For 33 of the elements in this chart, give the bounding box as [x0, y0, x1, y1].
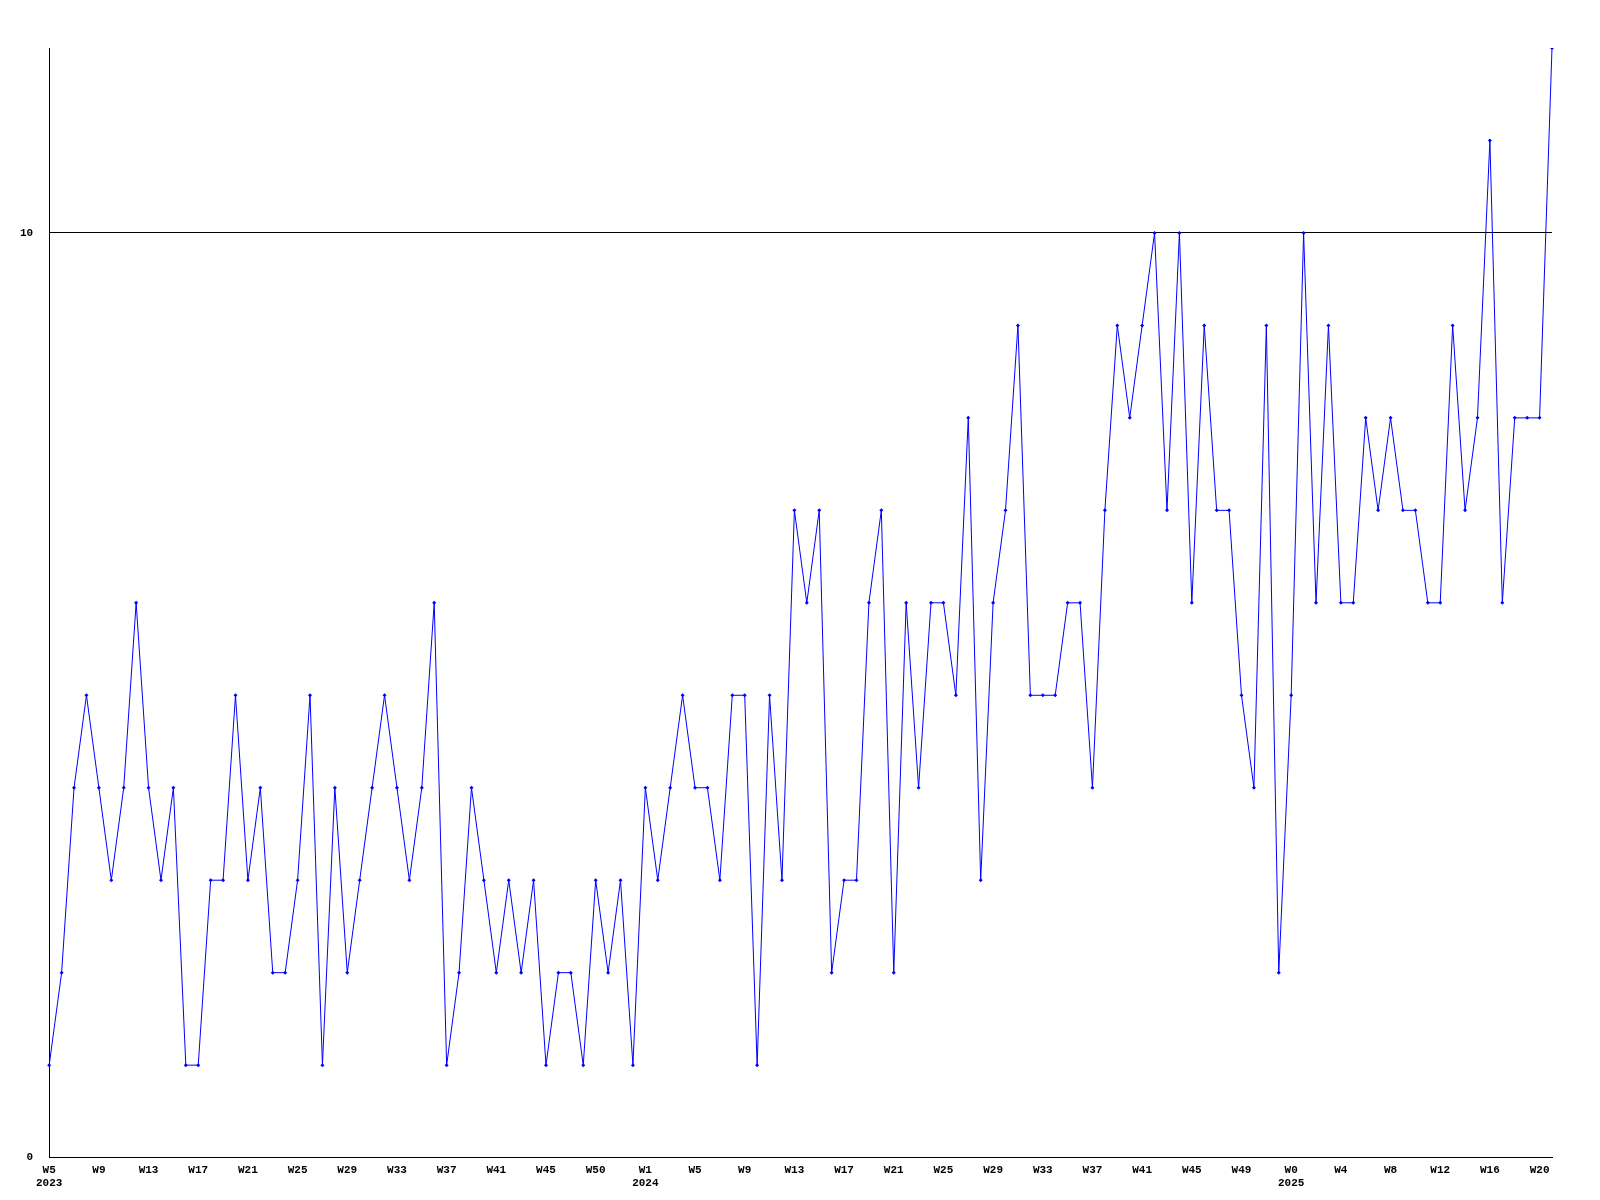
x-tick-label: W1 2024: [632, 1163, 659, 1190]
y-tick-label: 0: [26, 1151, 34, 1164]
x-tick-label: W9: [738, 1163, 752, 1176]
x-tick-label: W25: [933, 1163, 954, 1176]
x-tick-label: W41: [486, 1163, 507, 1176]
x-tick-label: W17: [188, 1163, 209, 1176]
x-tick-label: W8: [1383, 1163, 1398, 1176]
x-tick-label: W17: [834, 1163, 854, 1176]
x-tick-label: W12: [1430, 1163, 1451, 1176]
x-tick-label: W25: [287, 1163, 308, 1176]
x-tick-label: W0 2025: [1277, 1163, 1305, 1190]
x-tick-label: W20: [1529, 1163, 1550, 1176]
x-tick-label: W50: [585, 1163, 606, 1176]
x-tick-label: W21: [883, 1163, 905, 1176]
x-tick-label: W29: [337, 1163, 358, 1176]
x-tick-label: W5: [688, 1163, 703, 1176]
x-tick-label: W16: [1479, 1163, 1500, 1176]
x-tick-label: W45: [1181, 1163, 1203, 1176]
x-tick-label: W13: [138, 1163, 159, 1176]
y-tick-label: 10: [20, 226, 34, 239]
x-tick-label: W4: [1334, 1163, 1348, 1176]
x-tick-label: W5 2023: [36, 1163, 63, 1190]
x-tick-label: W49: [1231, 1163, 1252, 1176]
x-tick-label: W37: [1082, 1163, 1103, 1176]
x-tick-label: W21: [238, 1163, 259, 1176]
x-tick-label: W33: [1032, 1163, 1054, 1176]
x-tick-label: W9: [92, 1163, 106, 1176]
x-tick-label: W45: [536, 1163, 557, 1176]
x-tick-label: W13: [784, 1163, 805, 1176]
x-tick-label: W33: [387, 1163, 408, 1176]
x-tick-label: W41: [1132, 1163, 1153, 1176]
x-tick-label: W29: [983, 1163, 1004, 1176]
x-tick-label: W37: [436, 1163, 457, 1176]
